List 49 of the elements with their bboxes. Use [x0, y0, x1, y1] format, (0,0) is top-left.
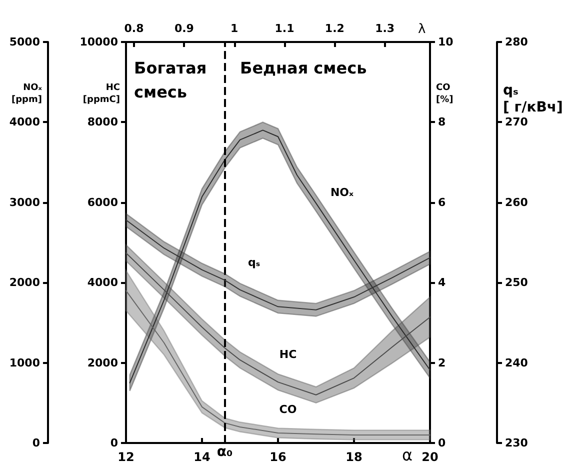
y-tick-label: 240	[505, 356, 528, 370]
y-axis-title: HC [ppmC]	[82, 83, 120, 105]
y2-tick-label: 2	[438, 356, 446, 370]
x-tick-label: 14	[194, 450, 210, 463]
y3-tick-label: 5000	[9, 36, 40, 48]
y-tick-label: 280	[505, 36, 528, 48]
y2-tick-label: 6	[438, 196, 446, 209]
y2-tick-label: 8	[438, 116, 446, 129]
y-axis-title: qₛ [ г/кВч]	[503, 82, 563, 116]
series-label: CO	[279, 402, 297, 416]
annotation: Богатая смесь	[134, 58, 207, 102]
ref-line-label: α₀	[216, 444, 233, 460]
y3-axis-title: NOₓ [ppm]	[12, 83, 42, 105]
y-tick-label: 250	[505, 276, 528, 290]
x2-tick-label: 0.8	[124, 22, 144, 35]
y3-tick-label: 3000	[9, 196, 40, 209]
y2-axis-title: CO [%]	[436, 83, 454, 105]
x2-axis-title: λ	[418, 22, 426, 37]
series-label: HC	[279, 348, 297, 362]
x2-tick-label: 0.9	[174, 22, 194, 35]
y-tick-label: 2000	[87, 356, 118, 370]
x-tick-label: 18	[346, 450, 362, 463]
x-axis-title: α	[402, 446, 413, 463]
x-tick-label: 20	[422, 450, 438, 463]
y-tick-label: 10000	[80, 36, 118, 48]
x2-tick-label: 1.1	[274, 22, 294, 35]
y-tick-label: 230	[505, 436, 528, 450]
y2-tick-label: 4	[438, 276, 446, 290]
series-label: NOₓ	[330, 186, 354, 200]
y2-tick-label: 0	[438, 436, 446, 450]
y3-tick-label: 4000	[9, 116, 40, 129]
x-tick-label: 12	[118, 450, 134, 463]
annotation: Бедная смесь	[240, 58, 367, 78]
x2-tick-label: 1.3	[375, 22, 395, 35]
y2-tick-label: 10	[438, 36, 454, 48]
y3-tick-label: 1000	[9, 356, 40, 370]
line-series	[126, 290, 430, 436]
y-tick-label: 260	[505, 196, 528, 209]
y-tick-label: 8000	[87, 116, 118, 129]
y-tick-label: 4000	[87, 276, 118, 290]
y3-tick-label: 2000	[9, 276, 40, 290]
y-tick-label: 270	[505, 116, 528, 129]
x2-tick-label: 1.2	[324, 22, 344, 35]
y-tick-label: 6000	[87, 196, 118, 209]
y-tick-label: 0	[110, 436, 118, 450]
x2-tick-label: 1	[230, 22, 238, 35]
y3-tick-label: 0	[32, 436, 40, 450]
x-tick-label: 16	[270, 450, 286, 463]
text: qₛ	[248, 256, 260, 269]
